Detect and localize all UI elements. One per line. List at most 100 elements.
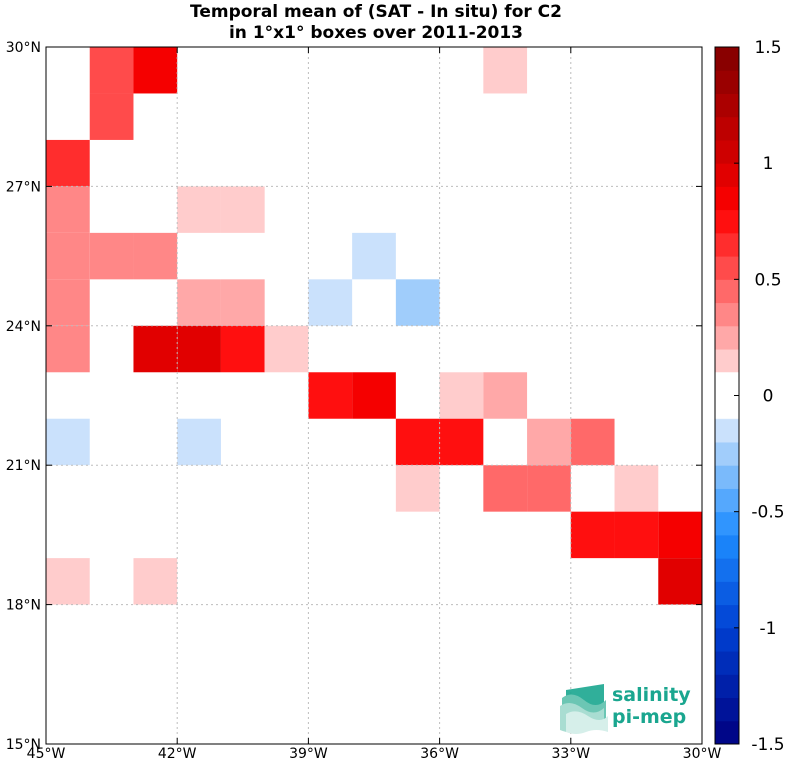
heatmap-cell xyxy=(220,279,265,326)
colorbar-segment xyxy=(715,349,739,373)
colorbar-segment xyxy=(715,256,739,280)
colorbar-segment xyxy=(715,674,739,699)
colorbar-segment xyxy=(715,651,739,675)
x-tick-label: 45°W xyxy=(27,746,66,762)
heatmap-cell xyxy=(46,232,90,280)
y-tick-label: 15°N xyxy=(6,737,41,753)
colorbar-tick-label: -0.5 xyxy=(751,503,784,523)
heatmap-cells xyxy=(46,47,702,605)
colorbar-segment xyxy=(715,47,739,71)
heatmap-cell xyxy=(46,279,90,326)
colorbar-segment xyxy=(715,139,739,164)
chart-title: Temporal mean of (SAT - In situ) for C2 xyxy=(190,2,562,22)
heatmap-cell xyxy=(177,418,221,466)
heatmap-cell xyxy=(483,465,528,512)
colorbar-tick-label: -1.5 xyxy=(751,735,784,755)
heatmap-cell xyxy=(89,232,134,280)
heatmap-cell xyxy=(658,511,702,559)
heatmap-cell xyxy=(133,232,178,280)
colorbar-tick-label: 0.5 xyxy=(754,270,781,290)
y-axis-tick-labels: 30°N 27°N 24°N 21°N 18°N 15°N xyxy=(6,40,41,753)
heatmap-cell xyxy=(89,47,134,94)
colorbar-segment xyxy=(715,70,739,94)
colorbar-segment xyxy=(715,604,739,629)
heatmap-cell xyxy=(483,372,528,419)
colorbar-segment xyxy=(715,488,739,513)
y-tick-label: 30°N xyxy=(6,40,41,56)
colorbar-segment xyxy=(715,511,739,536)
y-tick-label: 27°N xyxy=(6,179,41,195)
heatmap-cell xyxy=(46,418,90,466)
heatmap-cell xyxy=(177,186,221,233)
heatmap-cell xyxy=(133,325,178,373)
heatmap-cell xyxy=(133,558,178,605)
y-tick-label: 18°N xyxy=(6,598,41,614)
heatmap-cell xyxy=(395,465,440,512)
heatmap-cell xyxy=(658,558,702,605)
y-tick-label: 24°N xyxy=(6,319,41,335)
heatmap-cell xyxy=(133,47,178,94)
heatmap-cell xyxy=(89,93,134,140)
map-frame xyxy=(45,46,703,745)
heatmap-cell xyxy=(220,186,265,233)
colorbar-segment xyxy=(715,581,739,606)
colorbar-segment xyxy=(715,627,739,652)
colorbar-segment xyxy=(715,93,739,118)
heatmap-cell xyxy=(395,418,440,466)
salinity-pimep-logo: salinity pi-mep xyxy=(560,684,691,734)
logo-text-pi-mep: pi-mep xyxy=(612,706,686,728)
logo-text-salinity: salinity xyxy=(612,684,691,706)
heatmap-cell xyxy=(614,511,659,559)
heatmap-cell xyxy=(439,418,484,466)
x-tick-label: 30°W xyxy=(683,746,722,762)
heatmap-cell xyxy=(483,47,528,94)
heatmap-cell xyxy=(570,418,615,466)
colorbar-tick-label: -1 xyxy=(760,619,777,639)
heatmap-cell xyxy=(177,325,221,373)
heatmap-cell xyxy=(308,372,353,419)
colorbar-tick-label: 0 xyxy=(763,387,774,407)
heatmap-cell xyxy=(220,325,265,373)
waves-icon xyxy=(560,684,608,734)
colorbar-tick-label: 1 xyxy=(763,154,774,174)
colorbar-segment xyxy=(715,418,739,443)
heatmap-cell xyxy=(395,279,440,326)
heatmap-cell xyxy=(177,279,221,326)
x-tick-label: 33°W xyxy=(551,746,590,762)
heatmap-cell xyxy=(614,465,659,512)
colorbar-segment xyxy=(715,441,739,466)
x-tick-label: 42°W xyxy=(158,746,197,762)
colorbar-segment xyxy=(715,209,739,234)
x-axis-tick-labels: 45°W 42°W 39°W 36°W 33°W 30°W xyxy=(27,746,722,762)
colorbar-tick-label: 1.5 xyxy=(754,38,781,58)
heatmap-cell xyxy=(308,279,353,326)
heatmap-cell xyxy=(352,232,396,280)
heatmap-cell xyxy=(527,418,571,466)
heatmap-cell xyxy=(439,372,484,419)
chart-subtitle: in 1°x1° boxes over 2011-2013 xyxy=(229,23,523,43)
colorbar-segment xyxy=(715,279,739,304)
colorbar-segment xyxy=(715,558,739,582)
heatmap-cell xyxy=(570,511,615,559)
colorbar-segment xyxy=(715,186,739,211)
heatmap-cell xyxy=(46,139,90,187)
colorbar-segment xyxy=(715,232,739,257)
x-tick-label: 39°W xyxy=(289,746,328,762)
colorbar-segment xyxy=(715,163,739,187)
colorbar-tick-labels: 1.5 1 0.5 0 -0.5 -1 -1.5 xyxy=(734,38,785,755)
colorbar-segment xyxy=(715,325,739,350)
heatmap-cell xyxy=(352,372,396,419)
heatmap-cell xyxy=(46,186,90,233)
colorbar-segment xyxy=(715,465,739,489)
colorbar-segment xyxy=(715,720,739,745)
colorbar-segment xyxy=(715,534,739,559)
y-tick-label: 21°N xyxy=(6,458,41,474)
heatmap-cell xyxy=(46,325,90,373)
heatmap-cell xyxy=(527,465,571,512)
colorbar-segment xyxy=(715,302,739,327)
heatmap-cell xyxy=(46,558,90,605)
colorbar-segment xyxy=(715,116,739,141)
graticule xyxy=(46,47,702,744)
heatmap-cell xyxy=(264,325,309,373)
